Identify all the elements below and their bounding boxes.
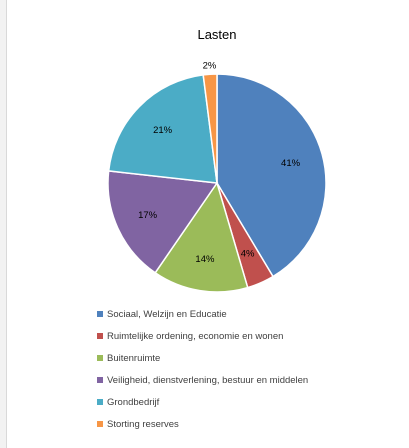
legend-item-sociaal-welzijn-en-educatie: Sociaal, Welzijn en Educatie [97,303,308,325]
data-label-grondbedrijf: 21% [153,125,173,136]
legend: Sociaal, Welzijn en Educatie Ruimtelijke … [97,303,308,435]
data-label-veiligheid-dienstverlening-bestuur-en-middelen: 17% [138,210,158,221]
pie-slices [107,73,327,293]
legend-swatch [97,421,103,427]
legend-item-grondbedrijf: Grondbedrijf [97,391,308,413]
legend-item-storting-reserves: Storting reserves [97,413,308,435]
data-label-storting-reserves: 2% [203,61,217,72]
chart-title: Lasten [197,27,236,42]
legend-swatch [97,333,103,339]
data-label-sociaal-welzijn-en-educatie: 41% [281,158,301,169]
legend-label: Buitenruimte [107,352,161,364]
pie-slice-grondbedrijf [107,74,218,184]
data-label-buitenruimte: 14% [195,254,215,265]
pie-data-labels: 41% 4% 14% 17% 21% 2% [138,61,301,265]
legend-label: Grondbedrijf [107,396,160,408]
legend-swatch [97,399,103,405]
legend-label: Ruimtelijke ordening, economie en wonen [107,330,284,342]
pie-slice-veiligheid-dienstverlening-bestuur-en-middelen [107,170,219,274]
legend-swatch [97,377,103,383]
legend-swatch [97,311,103,317]
pie-slice-sociaal-welzijn-en-educatie [216,73,327,278]
legend-label: Sociaal, Welzijn en Educatie [107,308,227,320]
legend-item-buitenruimte: Buitenruimte [97,347,308,369]
pie-slice-buitenruimte [154,181,249,293]
legend-label: Veiligheid, dienstverlening, bestuur en … [107,374,309,386]
sheet-left-edge [0,0,7,448]
data-label-ruimtelijke-ordening-economie-en-wonen: 4% [241,248,255,259]
pie-slice-storting-reserves [202,73,218,184]
legend-swatch [97,355,103,361]
legend-item-ruimtelijke-ordening-economie-en-wonen: Ruimtelijke ordening, economie en wonen [97,325,308,347]
legend-label: Storting reserves [107,418,179,430]
legend-item-veiligheid-dienstverlening-bestuur-en-middelen: Veiligheid, dienstverlening, bestuur en … [97,369,308,391]
